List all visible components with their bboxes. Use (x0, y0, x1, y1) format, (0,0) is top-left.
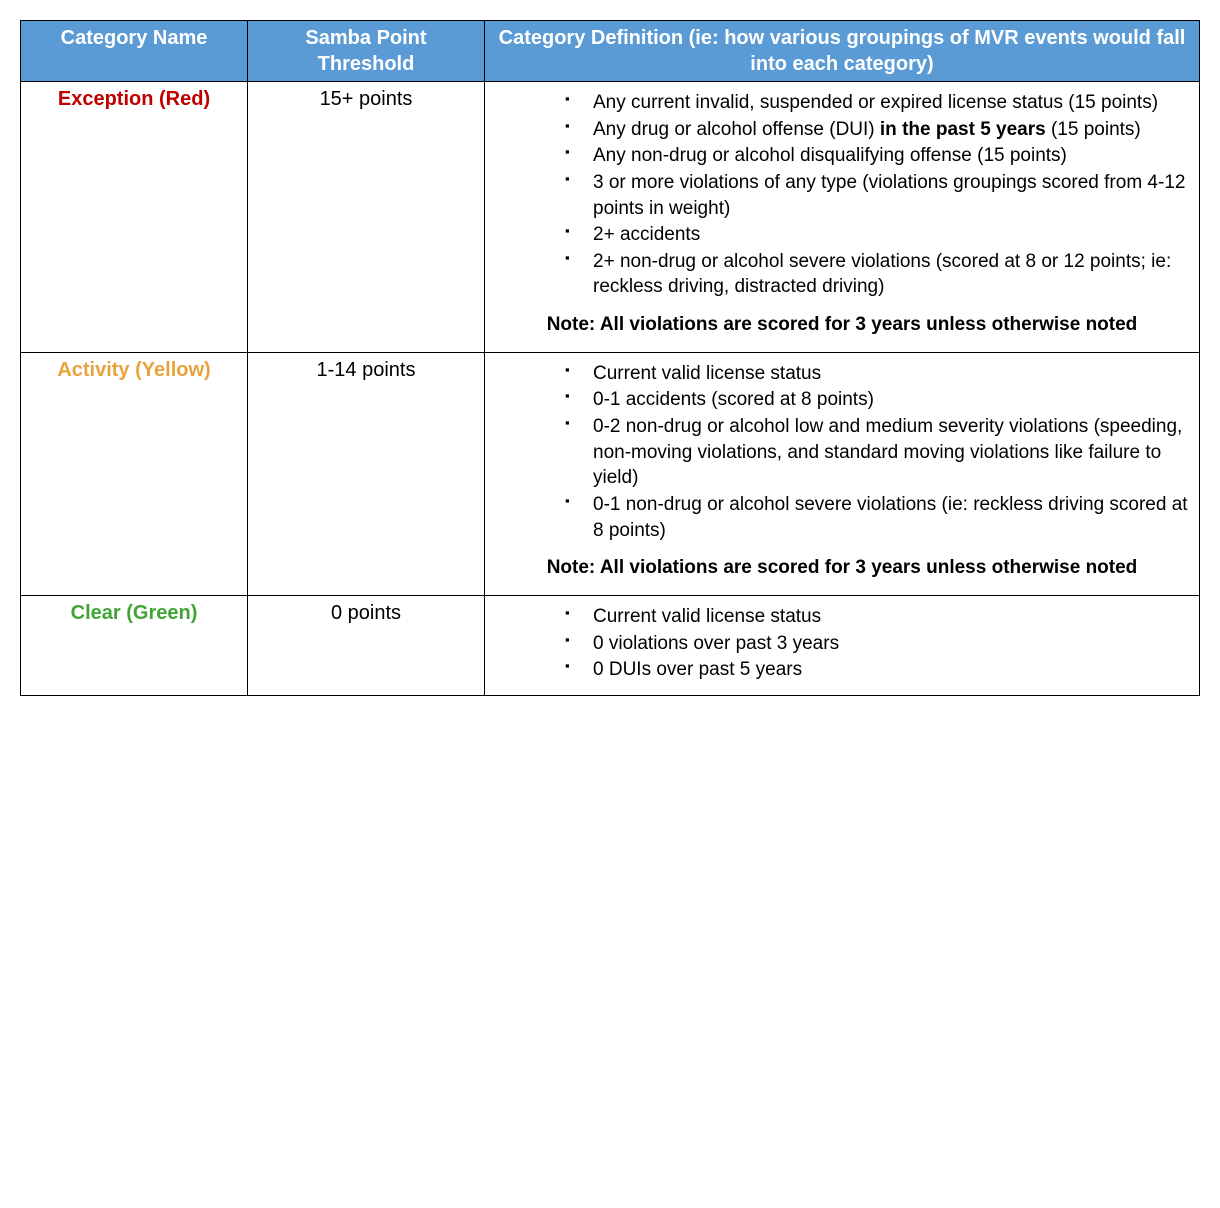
table-row: Exception (Red)15+ points Any current inv… (21, 82, 1200, 353)
definition-list: Current valid license status0-1 accident… (495, 361, 1189, 543)
definition-cell: Current valid license status0 violations… (485, 595, 1200, 695)
definition-list: Current valid license status0 violations… (495, 604, 1189, 683)
list-item: 0-2 non-drug or alcohol low and medium s… (565, 414, 1189, 491)
list-item: 0-1 non-drug or alcohol severe violation… (565, 492, 1189, 543)
note-text: Note: All violations are scored for 3 ye… (495, 312, 1189, 338)
list-item: 3 or more violations of any type (violat… (565, 170, 1189, 221)
table-row: Clear (Green)0 pointsCurrent valid licen… (21, 595, 1200, 695)
note-text: Note: All violations are scored for 3 ye… (495, 555, 1189, 581)
category-name-cell: Clear (Green) (21, 595, 248, 695)
header-row: Category Name Samba Point Threshold Cate… (21, 21, 1200, 82)
list-item: 0-1 accidents (scored at 8 points) (565, 387, 1189, 413)
threshold-cell: 0 points (248, 595, 485, 695)
definition-cell: Current valid license status0-1 accident… (485, 352, 1200, 595)
bold-text: in the past 5 years (880, 119, 1046, 140)
header-threshold: Samba Point Threshold (248, 21, 485, 82)
threshold-cell: 1-14 points (248, 352, 485, 595)
list-item: Current valid license status (565, 361, 1189, 387)
header-definition: Category Definition (ie: how various gro… (485, 21, 1200, 82)
header-category-name: Category Name (21, 21, 248, 82)
definition-cell: Any current invalid, suspended or expire… (485, 82, 1200, 353)
list-item: 2+ non-drug or alcohol severe violations… (565, 249, 1189, 300)
list-item: Any drug or alcohol offense (DUI) in the… (565, 117, 1189, 143)
table-row: Activity (Yellow)1-14 pointsCurrent vali… (21, 352, 1200, 595)
list-item: Any non-drug or alcohol disqualifying of… (565, 143, 1189, 169)
category-name-cell: Exception (Red) (21, 82, 248, 353)
list-item: 0 DUIs over past 5 years (565, 657, 1189, 683)
mvr-category-table: Category Name Samba Point Threshold Cate… (20, 20, 1200, 696)
category-name-cell: Activity (Yellow) (21, 352, 248, 595)
list-item: 0 violations over past 3 years (565, 631, 1189, 657)
threshold-cell: 15+ points (248, 82, 485, 353)
list-item: 2+ accidents (565, 222, 1189, 248)
list-item: Current valid license status (565, 604, 1189, 630)
definition-list: Any current invalid, suspended or expire… (495, 90, 1189, 300)
list-item: Any current invalid, suspended or expire… (565, 90, 1189, 116)
